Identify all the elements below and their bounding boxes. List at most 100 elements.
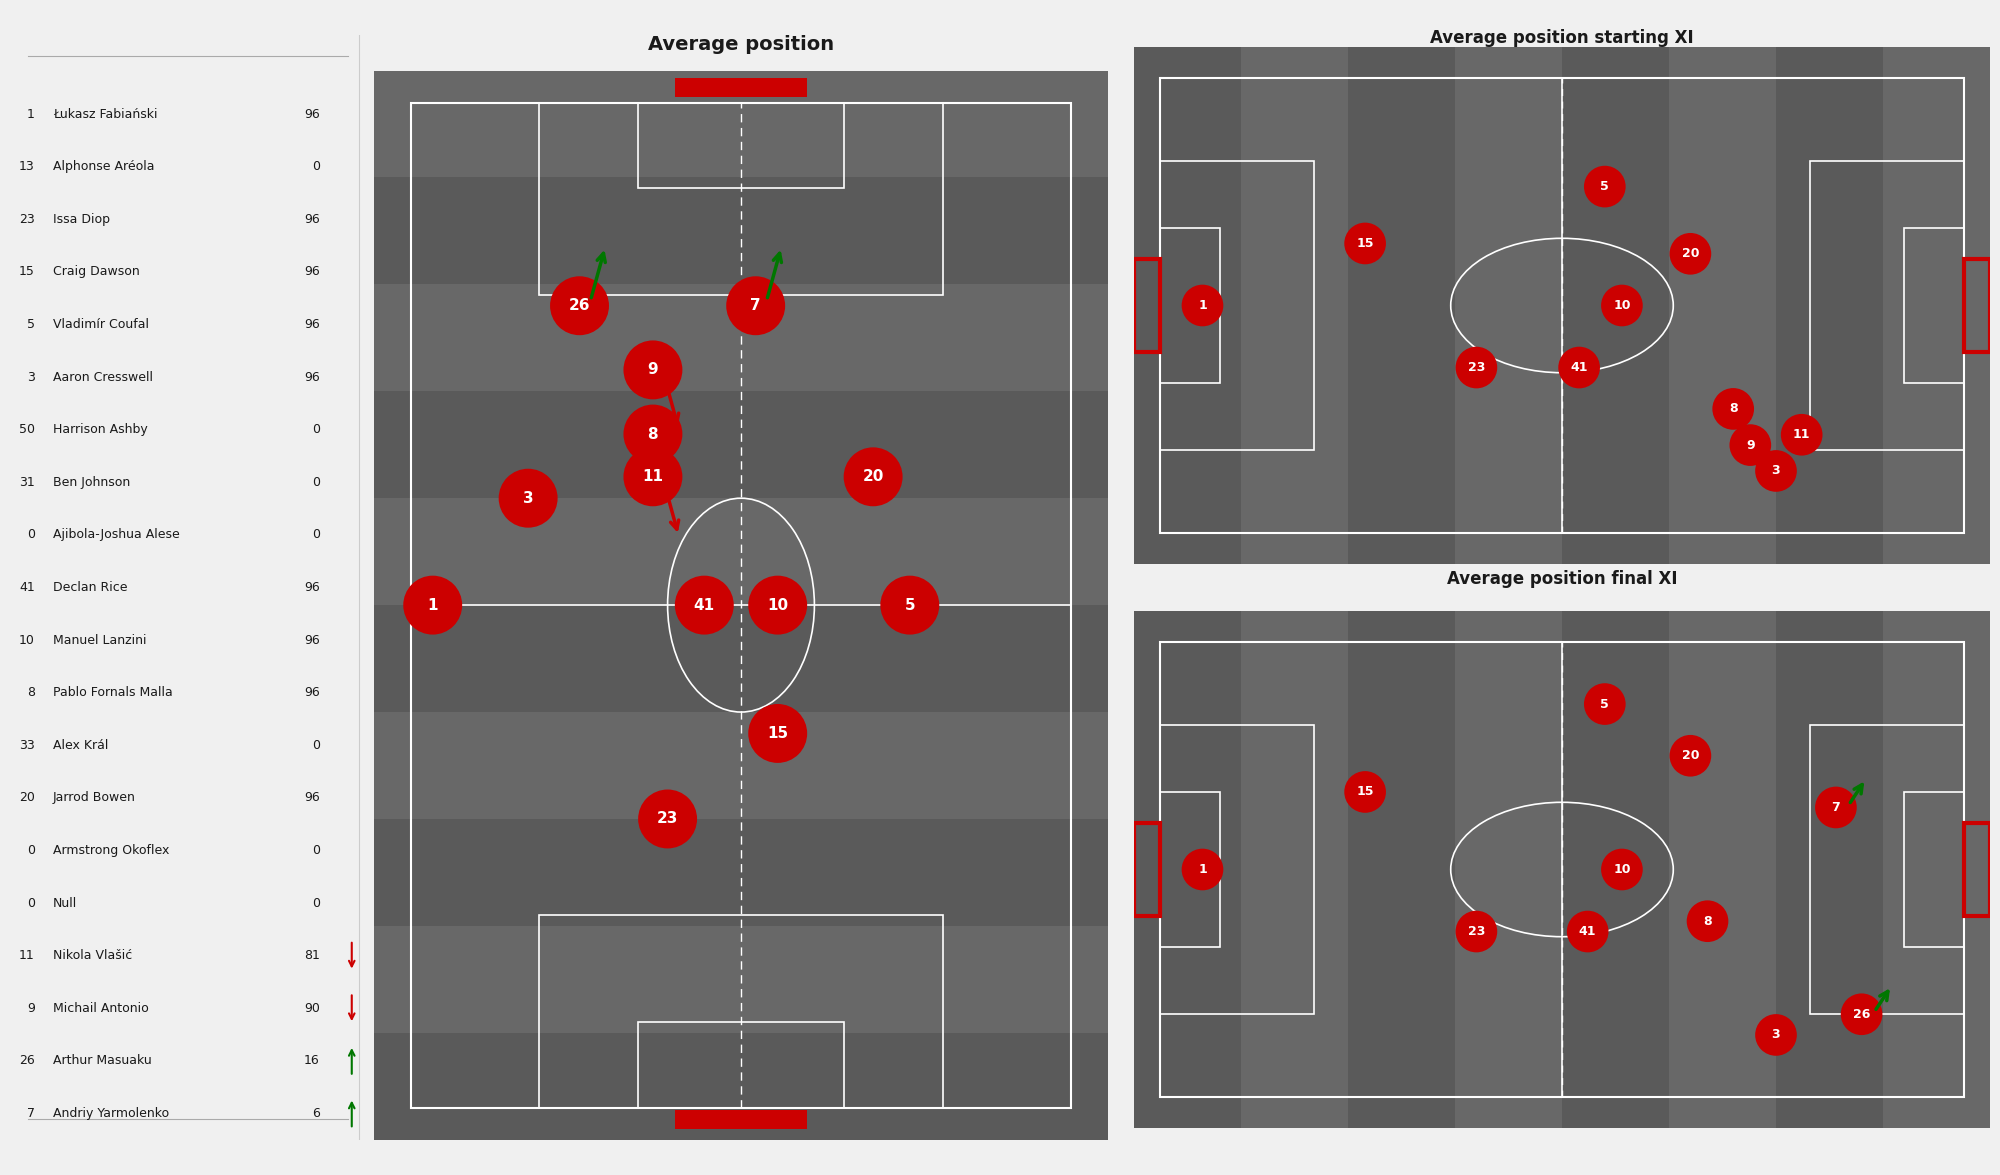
Text: 23: 23	[656, 812, 678, 826]
Text: 8: 8	[1728, 402, 1738, 416]
Bar	[1776, 47, 1882, 564]
Text: 20: 20	[1682, 750, 1700, 763]
Point	[1572, 922, 1604, 941]
Text: 23: 23	[1468, 361, 1486, 374]
Text: 8: 8	[1704, 914, 1712, 928]
Bar	[374, 819, 1108, 926]
Bar	[1810, 725, 1964, 1014]
Bar	[1562, 47, 1668, 564]
Point	[1350, 234, 1382, 253]
Bar	[374, 284, 1108, 391]
Text: 96: 96	[304, 213, 320, 226]
Bar	[374, 177, 1108, 284]
Point	[1786, 425, 1818, 444]
Text: 15: 15	[768, 726, 788, 741]
Bar	[1160, 642, 1964, 1097]
Text: 0: 0	[312, 897, 320, 909]
Point	[1460, 922, 1492, 941]
Text: 1: 1	[1198, 298, 1206, 313]
Text: 0: 0	[312, 160, 320, 173]
Text: Arthur Masuaku: Arthur Masuaku	[52, 1054, 152, 1067]
Bar	[374, 391, 1108, 498]
Text: 15: 15	[1356, 237, 1374, 250]
Bar	[1160, 228, 1220, 383]
Text: 90: 90	[304, 1002, 320, 1015]
Text: 0: 0	[26, 844, 34, 857]
Text: 96: 96	[304, 580, 320, 595]
Bar	[1160, 78, 1964, 533]
Point	[1718, 400, 1750, 418]
Text: 0: 0	[312, 844, 320, 857]
Text: 41: 41	[1570, 361, 1588, 374]
Bar	[1240, 611, 1348, 1128]
Bar	[1882, 47, 1990, 564]
Bar	[638, 102, 844, 188]
Point	[740, 296, 772, 315]
Point	[1460, 358, 1492, 377]
Text: 15: 15	[20, 266, 34, 278]
Text: Andriy Yarmolenko: Andriy Yarmolenko	[52, 1107, 168, 1120]
Text: 41: 41	[20, 580, 34, 595]
Text: Michail Antonio: Michail Antonio	[52, 1002, 148, 1015]
Bar	[674, 1110, 808, 1129]
Text: 15: 15	[1356, 785, 1374, 799]
Point	[1350, 783, 1382, 801]
Text: 8: 8	[648, 427, 658, 442]
Point	[1846, 1005, 1878, 1023]
Bar	[638, 1022, 844, 1108]
Point	[1588, 694, 1620, 713]
Point	[1674, 244, 1706, 263]
Text: Ben Johnson: Ben Johnson	[52, 476, 130, 489]
Point	[1734, 436, 1766, 455]
Text: 96: 96	[304, 370, 320, 383]
Point	[512, 489, 544, 508]
Text: 11: 11	[20, 949, 34, 962]
Text: 0: 0	[312, 476, 320, 489]
Bar	[1348, 47, 1456, 564]
Text: Armstrong Okoflex: Armstrong Okoflex	[52, 844, 170, 857]
Text: 16: 16	[304, 1054, 320, 1067]
Point	[564, 296, 596, 315]
Text: Ajibola-Joshua Alese: Ajibola-Joshua Alese	[52, 529, 180, 542]
Text: 33: 33	[20, 739, 34, 752]
Text: 50: 50	[18, 423, 34, 436]
Bar	[1904, 792, 1964, 947]
Text: 26: 26	[20, 1054, 34, 1067]
Bar	[1160, 725, 1314, 1014]
Point	[416, 596, 448, 615]
Point	[894, 596, 926, 615]
Bar	[1456, 47, 1562, 564]
Text: Null: Null	[52, 897, 76, 909]
Text: 0: 0	[312, 423, 320, 436]
Point	[858, 468, 890, 486]
Text: 96: 96	[304, 792, 320, 805]
Bar	[1964, 258, 1990, 352]
Text: 0: 0	[26, 897, 34, 909]
Point	[636, 468, 668, 486]
Bar	[1134, 822, 1160, 917]
Bar	[674, 78, 808, 98]
Point	[1760, 1026, 1792, 1045]
Text: 3: 3	[28, 370, 34, 383]
Point	[762, 724, 794, 743]
Point	[1820, 798, 1852, 817]
Text: 6: 6	[312, 1107, 320, 1120]
Text: 26: 26	[568, 298, 590, 314]
Text: 41: 41	[694, 598, 714, 612]
Text: 96: 96	[304, 686, 320, 699]
Text: 8: 8	[26, 686, 34, 699]
Bar	[1160, 792, 1220, 947]
Text: Jarrod Bowen: Jarrod Bowen	[52, 792, 136, 805]
Point	[1186, 860, 1218, 879]
Text: 11: 11	[1792, 428, 1810, 442]
Text: Aaron Cresswell: Aaron Cresswell	[52, 370, 152, 383]
Bar	[1562, 611, 1668, 1128]
Bar	[374, 926, 1108, 1033]
Text: 20: 20	[1682, 247, 1700, 261]
Point	[762, 596, 794, 615]
Bar	[540, 915, 942, 1108]
Bar	[1668, 47, 1776, 564]
Text: 9: 9	[28, 1002, 34, 1015]
Text: 0: 0	[312, 529, 320, 542]
Text: Harrison Ashby: Harrison Ashby	[52, 423, 148, 436]
